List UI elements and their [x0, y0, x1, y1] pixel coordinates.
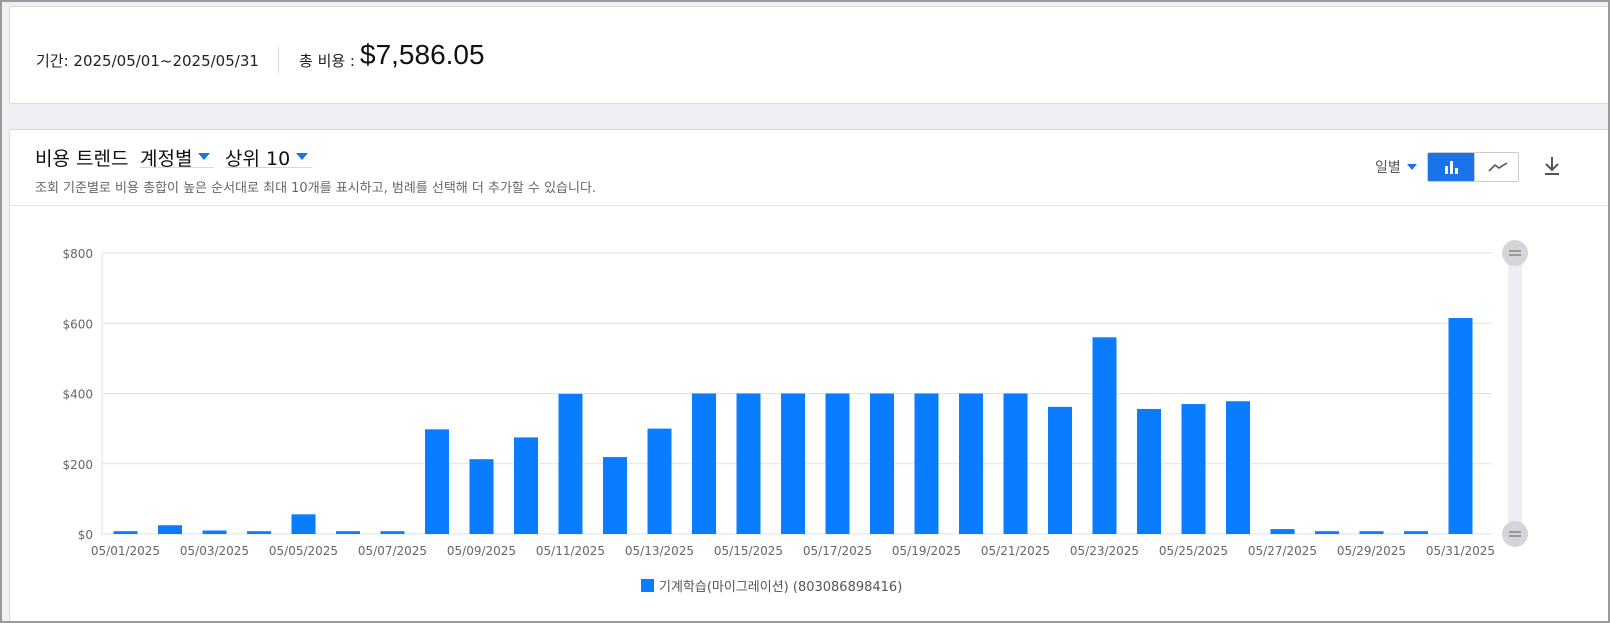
bar — [247, 531, 271, 534]
x-tick-label: 05/31/2025 — [1426, 544, 1495, 558]
y-tick-label: $800 — [62, 247, 93, 261]
bar — [914, 393, 939, 534]
bar — [1226, 401, 1250, 534]
bar — [1448, 317, 1473, 534]
bar — [202, 530, 227, 534]
chevron-down-icon — [198, 153, 211, 160]
y-tick-label: $0 — [78, 528, 93, 542]
x-tick-label: 05/15/2025 — [714, 544, 783, 558]
x-tick-label: 05/13/2025 — [625, 544, 694, 558]
x-tick-label: 05/29/2025 — [1337, 544, 1406, 558]
x-tick-label: 05/07/2025 — [358, 544, 427, 558]
bar-view-button[interactable] — [1428, 153, 1474, 181]
bar — [514, 437, 538, 534]
bar — [647, 428, 672, 534]
top-n-value: 상위 10 — [225, 148, 291, 170]
bar — [781, 393, 805, 534]
group-by-value: 계정별 — [140, 148, 193, 170]
x-tick-label: 05/25/2025 — [1159, 544, 1228, 558]
bar — [558, 393, 583, 534]
bar — [825, 393, 850, 534]
top-n-dropdown[interactable]: 상위 10 — [225, 138, 313, 170]
granularity-dropdown[interactable]: 일별 — [1375, 157, 1419, 177]
download-icon — [1545, 157, 1559, 175]
bar — [1315, 531, 1339, 534]
legend-label: 기계학습(마이그레이션) (803086898416) — [659, 580, 902, 595]
y-tick-label: $400 — [62, 388, 93, 402]
bar — [158, 525, 182, 534]
bar — [469, 459, 494, 534]
bar — [1092, 337, 1117, 534]
range-slider-handle — [1502, 521, 1528, 547]
line-view-button[interactable] — [1474, 153, 1518, 181]
total-cost-value: $7,586.05 — [360, 39, 485, 70]
x-tick-label: 05/19/2025 — [892, 544, 961, 558]
y-tick-label: $200 — [62, 458, 93, 472]
chevron-down-icon — [1406, 164, 1417, 170]
cost-trend-title: 비용 트렌드 — [35, 148, 129, 170]
bar — [336, 531, 360, 534]
x-tick-label: 05/09/2025 — [447, 544, 516, 558]
bar — [1359, 531, 1384, 534]
bar — [113, 531, 138, 534]
range-slider-track — [1508, 253, 1522, 534]
x-tick-label: 05/11/2025 — [536, 544, 605, 558]
x-tick-label: 05/21/2025 — [981, 544, 1050, 558]
download-button[interactable] — [1540, 154, 1564, 178]
x-tick-label: 05/17/2025 — [803, 544, 872, 558]
total-cost-label: 총 비용 : — [299, 52, 355, 70]
legend-swatch — [641, 579, 654, 592]
line-chart-icon — [1487, 162, 1507, 172]
bar — [425, 429, 449, 534]
y-tick-label: $600 — [62, 317, 93, 331]
cost-trend-header: 비용 트렌드 계정별 상위 10 조회 기준별로 비용 총합이 높은 순서대로 … — [10, 130, 1608, 206]
bar — [380, 531, 405, 534]
bar — [1137, 408, 1161, 534]
chart-view-toggle — [1427, 152, 1519, 182]
period-label: 기간: 2025/05/01~2025/05/31 — [36, 52, 259, 70]
bar — [959, 393, 983, 534]
summary-divider — [278, 47, 279, 73]
chevron-down-icon — [296, 153, 309, 160]
group-by-dropdown[interactable]: 계정별 — [140, 138, 215, 170]
x-tick-label: 05/01/2025 — [91, 544, 160, 558]
cost-trend-description: 조회 기준별로 비용 총합이 높은 순서대로 최대 10개를 표시하고, 범례를… — [35, 181, 597, 196]
bar — [1003, 393, 1028, 534]
bar — [1270, 529, 1295, 534]
bar — [291, 514, 316, 534]
cost-trend-card: 비용 트렌드 계정별 상위 10 조회 기준별로 비용 총합이 높은 순서대로 … — [9, 129, 1608, 621]
bar — [692, 393, 716, 534]
granularity-value: 일별 — [1375, 160, 1401, 176]
bar — [603, 457, 627, 534]
bar — [1181, 404, 1206, 534]
range-slider-handle — [1502, 240, 1528, 266]
bar — [870, 393, 894, 534]
cost-summary-panel: 기간: 2025/05/01~2025/05/31 총 비용 : $7,586.… — [9, 6, 1608, 104]
bar — [1048, 406, 1072, 534]
x-tick-label: 05/27/2025 — [1248, 544, 1317, 558]
x-tick-label: 05/03/2025 — [180, 544, 249, 558]
bar — [1404, 531, 1428, 534]
bar — [736, 393, 761, 534]
x-tick-label: 05/23/2025 — [1070, 544, 1139, 558]
x-tick-label: 05/05/2025 — [269, 544, 338, 558]
bar-chart-icon — [1445, 161, 1458, 174]
